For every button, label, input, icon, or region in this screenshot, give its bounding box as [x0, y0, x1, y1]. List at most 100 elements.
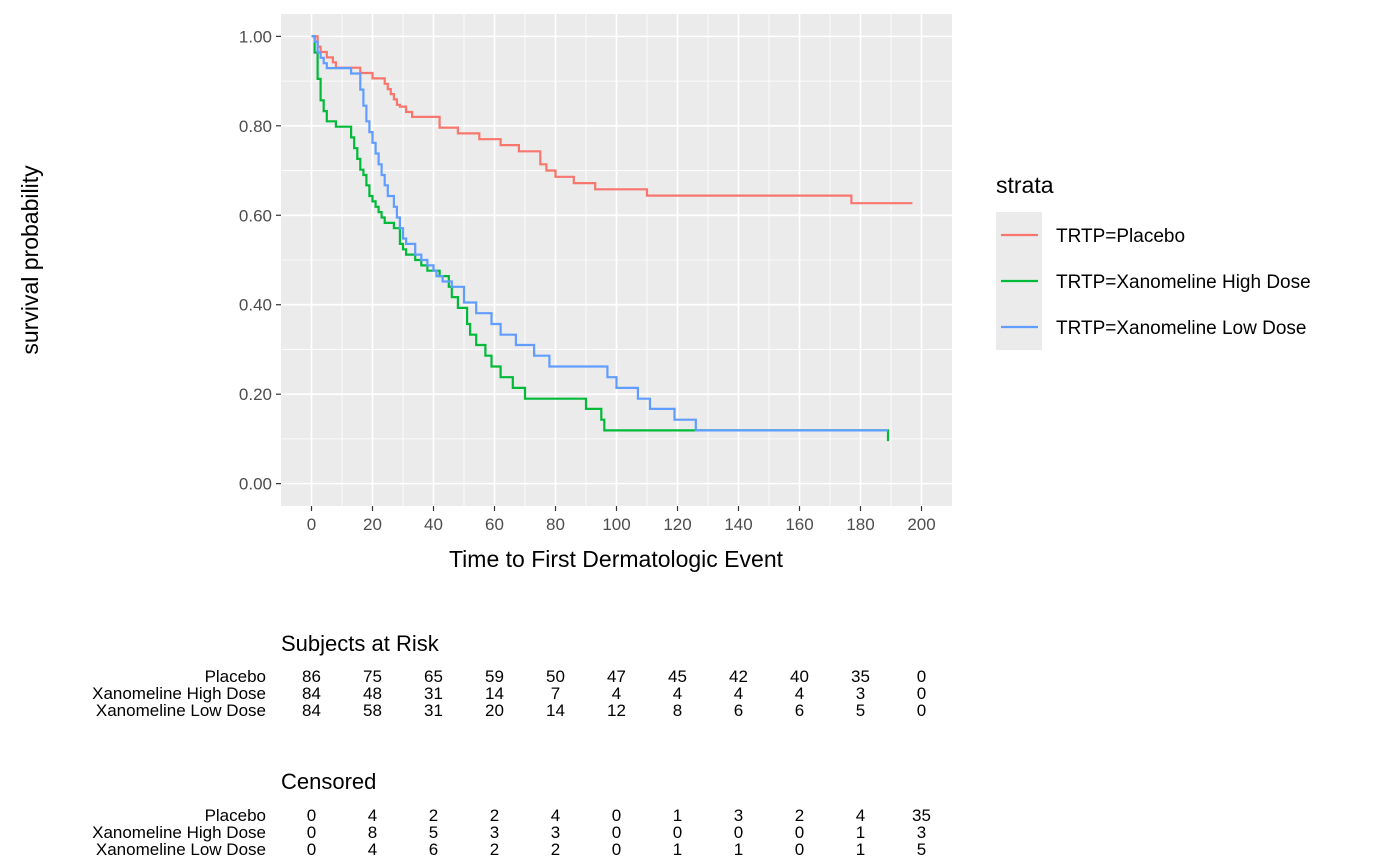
legend-label: TRTP=Xanomeline High Dose: [1056, 272, 1311, 293]
table-row-label: Xanomeline High Dose: [92, 684, 266, 703]
legend-title: strata: [996, 172, 1054, 198]
x-tick-label: 140: [724, 515, 752, 534]
table-cell: 5: [856, 701, 865, 720]
table-row-label: Placebo: [205, 667, 266, 686]
table-cell: 12: [607, 701, 626, 720]
table-cell: 3: [856, 684, 865, 703]
table-cell: 4: [368, 840, 377, 859]
y-tick-label: 0.40: [239, 296, 272, 315]
table-cell: 0: [917, 667, 926, 686]
table-row-label: Xanomeline High Dose: [92, 823, 266, 842]
table-cell: 3: [917, 823, 926, 842]
table-cell: 4: [612, 684, 621, 703]
table-cell: 3: [490, 823, 499, 842]
y-tick-label: 0.20: [239, 385, 272, 404]
table-cell: 0: [307, 806, 316, 825]
table-cell: 5: [429, 823, 438, 842]
table-cell: 3: [734, 806, 743, 825]
x-tick-label: 20: [363, 515, 382, 534]
table-cell: 0: [917, 684, 926, 703]
legend-label: TRTP=Placebo: [1056, 226, 1185, 247]
table-cell: 0: [612, 840, 621, 859]
y-tick-label: 0.60: [239, 206, 272, 225]
table-cell: 40: [790, 667, 809, 686]
table-cell: 1: [734, 840, 743, 859]
table-cell: 14: [485, 684, 504, 703]
table-cell: 1: [673, 840, 682, 859]
table-cell: 1: [856, 823, 865, 842]
table-cell: 2: [490, 840, 499, 859]
y-axis: 0.00 0.20 0.40 0.60 0.80 1.00: [239, 27, 281, 494]
table-cell: 20: [485, 701, 504, 720]
table-cell: 0: [917, 701, 926, 720]
table-cell: 84: [302, 684, 321, 703]
table-cell: 0: [307, 823, 316, 842]
table-cell: 0: [795, 840, 804, 859]
table-cell: 2: [795, 806, 804, 825]
table-cell: 58: [363, 701, 382, 720]
table-cell: 8: [673, 701, 682, 720]
censored-table-title: Censored: [281, 769, 376, 794]
risk-table: Subjects at Risk Placebo 86 75 65 59 50 47 45 42…: [92, 631, 926, 720]
table-cell: 2: [490, 806, 499, 825]
table-cell: 0: [673, 823, 682, 842]
table-cell: 0: [734, 823, 743, 842]
table-row-label: Xanomeline Low Dose: [96, 840, 266, 859]
x-tick-label: 120: [663, 515, 691, 534]
x-axis-title: Time to First Dermatologic Event: [449, 546, 784, 572]
table-cell: 4: [856, 806, 865, 825]
risk-table-title: Subjects at Risk: [281, 631, 440, 656]
table-cell: 5: [917, 840, 926, 859]
table-cell: 31: [424, 701, 443, 720]
legend-label: TRTP=Xanomeline Low Dose: [1056, 318, 1306, 339]
table-cell: 45: [668, 667, 687, 686]
survival-curve-1: [311, 35, 890, 442]
table-cell: 2: [551, 840, 560, 859]
table-cell: 0: [307, 840, 316, 859]
survival-curve-2: [311, 35, 888, 432]
table-cell: 4: [673, 684, 682, 703]
table-cell: 3: [551, 823, 560, 842]
table-cell: 4: [368, 806, 377, 825]
table-cell: 6: [795, 701, 804, 720]
x-tick-label: 180: [846, 515, 874, 534]
survival-curve-0: [311, 35, 913, 205]
table-cell: 42: [729, 667, 748, 686]
table-cell: 14: [546, 701, 565, 720]
x-axis: 0 20 40 60 80 100 120 140 160 180 200: [307, 506, 936, 534]
table-cell: 0: [612, 823, 621, 842]
y-tick-label: 0.80: [239, 117, 272, 136]
table-cell: 0: [795, 823, 804, 842]
table-cell: 35: [912, 806, 931, 825]
table-cell: 6: [734, 701, 743, 720]
table-cell: 86: [302, 667, 321, 686]
table-cell: 48: [363, 684, 382, 703]
table-cell: 35: [851, 667, 870, 686]
table-cell: 4: [734, 684, 743, 703]
x-tick-label: 160: [785, 515, 813, 534]
major-gridlines: [281, 14, 952, 506]
y-tick-label: 0.00: [239, 475, 272, 494]
table-cell: 6: [429, 840, 438, 859]
y-tick-label: 1.00: [239, 27, 272, 46]
table-cell: 4: [551, 806, 560, 825]
table-cell: 84: [302, 701, 321, 720]
table-row-label: Placebo: [205, 806, 266, 825]
x-tick-label: 60: [485, 515, 504, 534]
x-tick-label: 200: [907, 515, 935, 534]
table-cell: 8: [368, 823, 377, 842]
table-cell: 75: [363, 667, 382, 686]
table-cell: 1: [673, 806, 682, 825]
y-axis-title: survival probability: [17, 165, 43, 355]
table-cell: 1: [856, 840, 865, 859]
x-tick-label: 80: [546, 515, 565, 534]
survival-curves: [311, 35, 913, 442]
x-tick-label: 100: [602, 515, 630, 534]
table-cell: 50: [546, 667, 565, 686]
table-cell: 65: [424, 667, 443, 686]
table-cell: 4: [795, 684, 804, 703]
table-row-label: Xanomeline Low Dose: [96, 701, 266, 720]
table-cell: 0: [612, 806, 621, 825]
